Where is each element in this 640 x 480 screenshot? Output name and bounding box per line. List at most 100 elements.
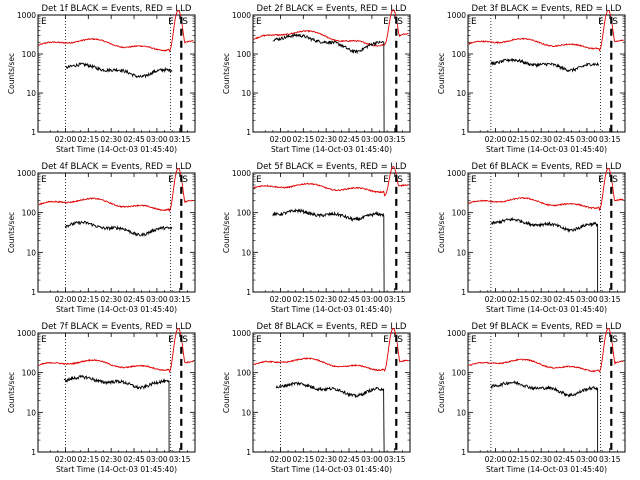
x-tick-label: 03:15 [599, 295, 621, 304]
x-tick-label: 03:00 [146, 295, 168, 304]
y-tick-label: 1000 [17, 169, 36, 178]
x-tick-label: 02:00 [270, 135, 292, 144]
e-marker: E [383, 175, 389, 185]
e-marker-left: E [471, 17, 477, 27]
y-tick-label: 100 [452, 50, 467, 59]
e-marker-left: E [256, 175, 262, 185]
x-tick-label: 02:15 [77, 295, 99, 304]
x-tick-label: 02:45 [553, 135, 575, 144]
x-tick-label: 03:00 [576, 135, 598, 144]
x-tick-label: 03:00 [361, 135, 383, 144]
y-tick-label: 1 [246, 448, 251, 457]
y-axis-label: Counts/sec [7, 212, 16, 253]
panel-3: Det 3f BLACK = Events, RED = LLD 1 10 100 10… [437, 4, 626, 154]
s-marker: S [182, 17, 188, 27]
x-axis-label: Start Time (14-Oct-03 01:45:40) [56, 305, 177, 314]
x-tick-label: 02:45 [338, 135, 360, 144]
lld-series-line [38, 328, 194, 374]
x-tick-label: 02:30 [530, 295, 552, 304]
y-tick-label: 100 [237, 209, 252, 218]
panel-8: Det 8f BLACK = Events, RED = LLD 1 10 100 10… [222, 322, 411, 474]
e-marker-left: E [256, 335, 262, 345]
x-axis-label: Start Time (14-Oct-03 01:45:40) [486, 305, 607, 314]
y-tick-label: 1 [461, 128, 466, 137]
panel-9: Det 9f BLACK = Events, RED = LLD 1 10 100 10… [437, 322, 626, 474]
y-tick-label: 10 [241, 408, 251, 417]
y-axis-label: Counts/sec [222, 212, 231, 253]
events-series-line [272, 208, 385, 293]
x-tick-label: 03:15 [169, 135, 191, 144]
lld-series-line [468, 9, 624, 52]
events-series-line [65, 62, 173, 79]
panel-2: Det 2f BLACK = Events, RED = LLD 1 10 100 10… [222, 4, 411, 154]
y-axis-label: Counts/sec [7, 372, 16, 413]
events-series-line [275, 381, 385, 453]
x-tick-label: 02:00 [270, 455, 292, 464]
panel-title: Det 7f BLACK = Events, RED = LLD [42, 322, 192, 332]
y-tick-label: 1 [31, 448, 36, 457]
x-tick-label: 03:00 [146, 455, 168, 464]
y-tick-label: 1 [461, 448, 466, 457]
s-marker: S [397, 175, 403, 185]
x-tick-label: 02:00 [55, 135, 77, 144]
x-tick-label: 03:15 [384, 295, 406, 304]
x-tick-label: 03:15 [384, 135, 406, 144]
y-axis-label: Counts/sec [222, 53, 231, 94]
x-tick-label: 02:30 [530, 455, 552, 464]
y-tick-label: 10 [26, 89, 36, 98]
events-series-line [490, 380, 599, 452]
panel-4: Det 4f BLACK = Events, RED = LLD 1 10 100 10… [7, 162, 196, 314]
e-marker: E [598, 17, 604, 27]
y-tick-label: 10 [456, 89, 466, 98]
x-tick-label: 03:15 [169, 455, 191, 464]
x-tick-label: 02:15 [507, 455, 529, 464]
x-tick-label: 02:15 [507, 295, 529, 304]
e-marker: E [168, 175, 174, 185]
events-series-line [272, 32, 385, 133]
y-tick-label: 1000 [447, 329, 466, 338]
plot-frame [467, 14, 626, 133]
panel-title: Det 1f BLACK = Events, RED = LLD [42, 4, 192, 14]
x-tick-label: 02:00 [270, 295, 292, 304]
x-tick-label: 03:15 [599, 135, 621, 144]
y-tick-label: 100 [22, 369, 37, 378]
x-tick-label: 02:30 [100, 135, 122, 144]
y-axis-label: Counts/sec [437, 372, 446, 413]
s-marker: S [612, 175, 618, 185]
events-series-line [64, 220, 173, 237]
y-tick-label: 10 [241, 89, 251, 98]
x-tick-label: 02:45 [123, 135, 145, 144]
e-marker-left: E [256, 17, 262, 27]
x-axis-label: Start Time (14-Oct-03 01:45:40) [56, 145, 177, 154]
y-tick-label: 100 [452, 369, 467, 378]
e-marker: E [383, 335, 389, 345]
x-axis-label: Start Time (14-Oct-03 01:45:40) [486, 465, 607, 474]
y-tick-label: 100 [22, 209, 37, 218]
panel-title: Det 5f BLACK = Events, RED = LLD [257, 162, 407, 172]
plot-frame [467, 172, 626, 293]
plot-frame [37, 172, 196, 293]
panel-title: Det 9f BLACK = Events, RED = LLD [472, 322, 622, 332]
panel-title: Det 4f BLACK = Events, RED = LLD [42, 162, 192, 172]
x-tick-label: 02:30 [100, 295, 122, 304]
y-tick-label: 100 [237, 369, 252, 378]
panel-title: Det 8f BLACK = Events, RED = LLD [257, 322, 407, 332]
events-series-line [490, 57, 600, 73]
panel-title: Det 2f BLACK = Events, RED = LLD [257, 4, 407, 14]
s-marker: S [612, 335, 618, 345]
y-tick-label: 1000 [17, 11, 36, 20]
e-marker-left: E [41, 17, 47, 27]
x-tick-label: 03:00 [361, 455, 383, 464]
x-tick-label: 03:15 [384, 455, 406, 464]
y-tick-label: 10 [26, 248, 36, 257]
y-tick-label: 10 [26, 408, 36, 417]
plot-frame [252, 332, 411, 453]
panel-1: Det 1f BLACK = Events, RED = LLD 1 10 100 10… [7, 4, 196, 154]
y-tick-label: 100 [452, 209, 467, 218]
y-axis-label: Counts/sec [437, 53, 446, 94]
x-tick-label: 03:00 [576, 295, 598, 304]
x-tick-label: 02:30 [530, 135, 552, 144]
lld-series-line [38, 168, 194, 213]
plot-frame [252, 172, 411, 293]
